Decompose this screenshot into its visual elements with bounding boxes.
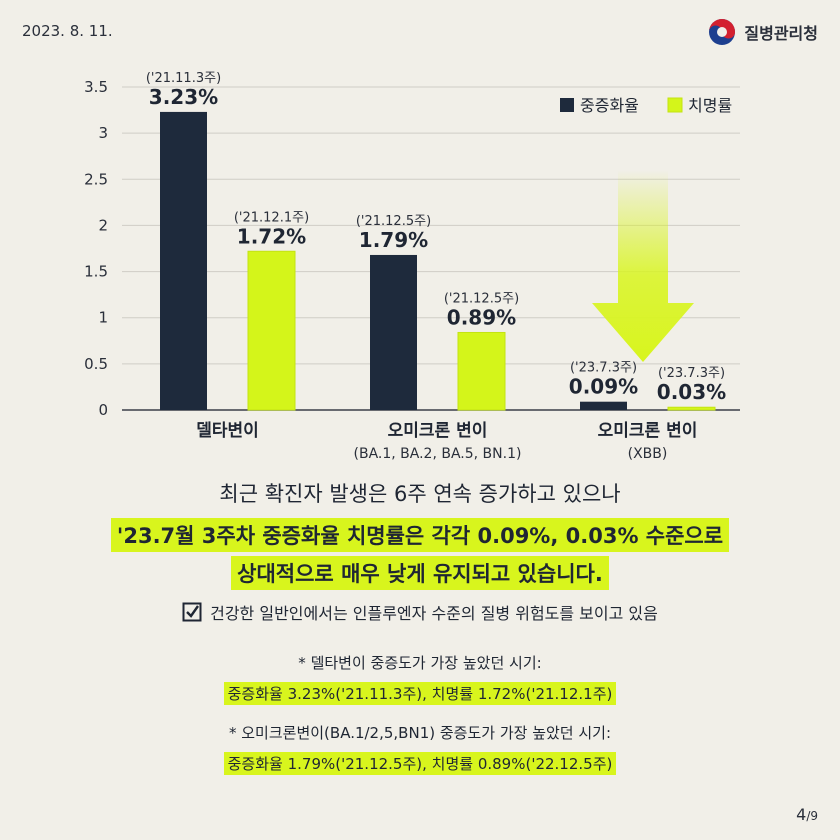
summary-highlight-2: '23.7월 3주차 중증화율 치명률은 각각 0.09%, 0.03% 수준으… [110,518,730,552]
bar-labels: ('21.11.3주)3.23%('21.12.5주)1.79%('23.7.3… [146,71,726,404]
bar-value-label: 3.23% [149,85,218,109]
check-note-text: 건강한 일반인에서는 인플루엔자 수준의 질병 위험도를 보이고 있음 [210,604,658,623]
bar-value-label: 1.72% [237,224,306,248]
bar-fatality [457,331,506,411]
legend-label: 치명률 [688,96,732,115]
y-axis-ticks: 0 0.5 1 1.5 2 2.5 3 3.5 [84,78,108,419]
y-tick-label: 3 [98,124,108,142]
page-indicator: 4/9 [796,805,818,824]
note-delta-detail-row: 중증화율 3.23%('21.11.3주), 치명률 1.72%('21.12.… [0,682,840,705]
bar-fatality [247,250,296,411]
bar-fatality [667,406,716,411]
bar-value-label: 0.03% [657,380,726,404]
bar-period-label: ('23.7.3주) [570,361,637,376]
legend-label: 중증화율 [580,96,639,115]
bar-severity [580,401,627,410]
page-current: 4 [796,805,807,824]
bar-period-label: ('23.7.3주) [658,366,725,381]
chart-legend: 중증화율 치명률 [560,96,732,115]
category-label: 오미크론 변이 [598,421,698,441]
y-tick-label: 1.5 [84,263,108,281]
legend-swatch [560,98,574,112]
checkbox-checked-icon [182,602,202,622]
page-total: /9 [806,809,818,823]
summary-highlight-3: 상대적으로 매우 낮게 유지되고 있습니다. [231,556,609,590]
summary-line-1: 최근 확진자 발생은 6주 연속 증가하고 있으나 [219,482,621,506]
bar-severity [160,111,207,410]
bar-value-label: 0.89% [447,305,516,329]
kdca-logo-icon [709,19,736,45]
note-delta-detail: 중증화율 3.23%('21.11.3주), 치명률 1.72%('21.12.… [223,682,617,705]
category-labels: 델타변이 오미크론 변이 (BA.1, BA.2, BA.5, BN.1) 오미크론 … [196,420,697,462]
category-label: 델타변이 [196,420,259,441]
bar-chart: 0 0.5 1 1.5 2 2.5 3 3.5 ('21.11.3주)3.23% ('21.12… [84,71,740,462]
bar-severity [370,254,417,410]
note-omicron-detail-row: 중증화율 1.79%('21.12.5주), 치명률 0.89%('22.12.… [0,752,840,775]
y-tick-label: 0.5 [84,355,108,373]
note-omicron-detail: 중증화율 1.79%('21.12.5주), 치명률 0.89%('22.12.… [223,752,617,775]
bar-period-label: ('21.12.5주) [444,291,519,306]
note-omicron-title: * 오미크론변이(BA.1/2,5,BN1) 중증도가 가장 높았던 시기: [228,724,612,742]
note-delta-title: * 델타변이 중증도가 가장 높았던 시기: [298,654,542,672]
bar-value-label: 1.79% [359,228,428,252]
bar-period-label: ('21.12.5주) [356,214,431,229]
down-arrow-icon [592,170,694,362]
category-label: 오미크론 변이 [388,421,488,441]
category-sublabel: (BA.1, BA.2, BA.5, BN.1) [354,446,522,462]
bar-period-label: ('21.11.3주) [146,71,221,86]
y-tick-label: 1 [98,309,108,327]
check-note: 건강한 일반인에서는 인플루엔자 수준의 질병 위험도를 보이고 있음 [0,600,840,624]
y-tick-label: 2 [98,216,108,234]
y-tick-label: 2.5 [84,170,108,188]
y-tick-label: 3.5 [84,78,108,96]
summary-line-3: 상대적으로 매우 낮게 유지되고 있습니다. [0,556,840,590]
date-label: 2023. 8. 11. [22,22,113,40]
y-tick-label: 0 [98,401,108,419]
summary-line-2: '23.7월 3주차 중증화율 치명률은 각각 0.09%, 0.03% 수준으… [0,518,840,552]
bar-period-label: ('21.12.1주) [234,210,309,225]
org-brand: 질병관리청 [708,18,818,46]
bars [160,111,716,411]
category-sublabel: (XBB) [628,446,668,462]
org-name: 질병관리청 [744,24,818,43]
bar-value-label: 0.09% [569,375,638,399]
legend-swatch [667,97,683,113]
